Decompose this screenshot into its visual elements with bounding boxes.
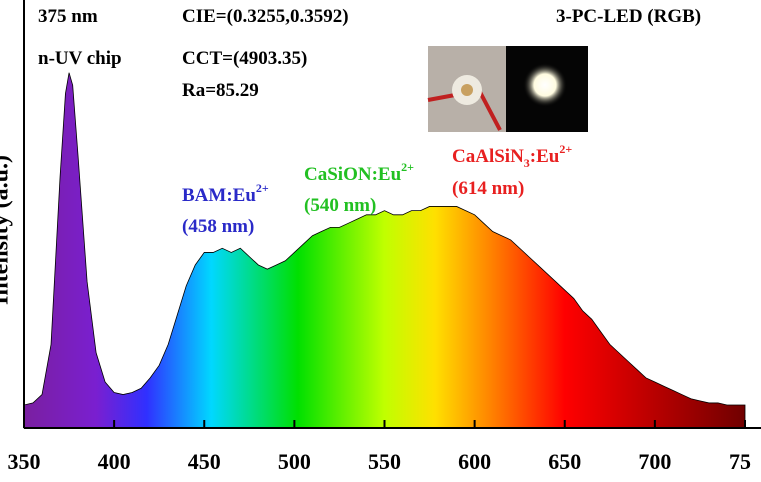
annotation: n-UV chip <box>38 48 122 69</box>
x-tick-label: 600 <box>458 449 491 474</box>
x-tick-label: 500 <box>278 449 311 474</box>
annotation-sup: 2+ <box>256 181 269 195</box>
annotation-sup: 2+ <box>559 142 572 156</box>
annotation-text: Ra=85.29 <box>182 80 259 101</box>
annotation-text: CCT=(4903.35) <box>182 48 307 69</box>
annotation-text: (540 nm) <box>304 195 376 216</box>
x-tick-label: 350 <box>8 449 41 474</box>
annotation-text: 3-PC-LED (RGB) <box>556 6 701 27</box>
x-tick-label: 650 <box>548 449 581 474</box>
led-photo <box>427 46 588 132</box>
x-tick-label: 700 <box>638 449 671 474</box>
x-tick-label: 75 <box>729 449 751 474</box>
annotation-sup: 2+ <box>401 160 414 174</box>
x-tick-label: 450 <box>188 449 221 474</box>
annotation: CaAlSiN3:Eu2+ <box>452 142 572 170</box>
annotation: (458 nm) <box>182 216 254 237</box>
annotation-text: :Eu <box>530 146 560 167</box>
annotation-text: (614 nm) <box>452 178 524 199</box>
annotation: CCT=(4903.35) <box>182 48 307 69</box>
annotation-sub: 3 <box>524 156 530 170</box>
annotation-text: 375 nm <box>38 6 98 27</box>
annotation-text: BAM:Eu <box>182 185 256 206</box>
annotation-text: CaSiON:Eu <box>304 164 402 185</box>
annotation: Ra=85.29 <box>182 80 259 101</box>
annotation: CIE=(0.3255,0.3592) <box>182 6 349 27</box>
spectrum-area <box>23 72 746 429</box>
annotation: 3-PC-LED (RGB) <box>556 6 701 27</box>
annotation-text: (458 nm) <box>182 216 254 237</box>
annotation-text: CaAlSiN <box>452 146 524 167</box>
annotation-text: CIE=(0.3255,0.3592) <box>182 6 349 27</box>
annotation: (540 nm) <box>304 195 376 216</box>
annotation: 375 nm <box>38 6 98 27</box>
annotation: CaSiON:Eu2+ <box>304 160 414 186</box>
annotation: BAM:Eu2+ <box>182 181 269 207</box>
annotation-text: n-UV chip <box>38 48 122 69</box>
x-tick-label: 550 <box>368 449 401 474</box>
annotation: (614 nm) <box>452 178 524 199</box>
y-axis-label: Intensity (a.u.) <box>0 155 14 305</box>
x-tick-label: 400 <box>98 449 131 474</box>
